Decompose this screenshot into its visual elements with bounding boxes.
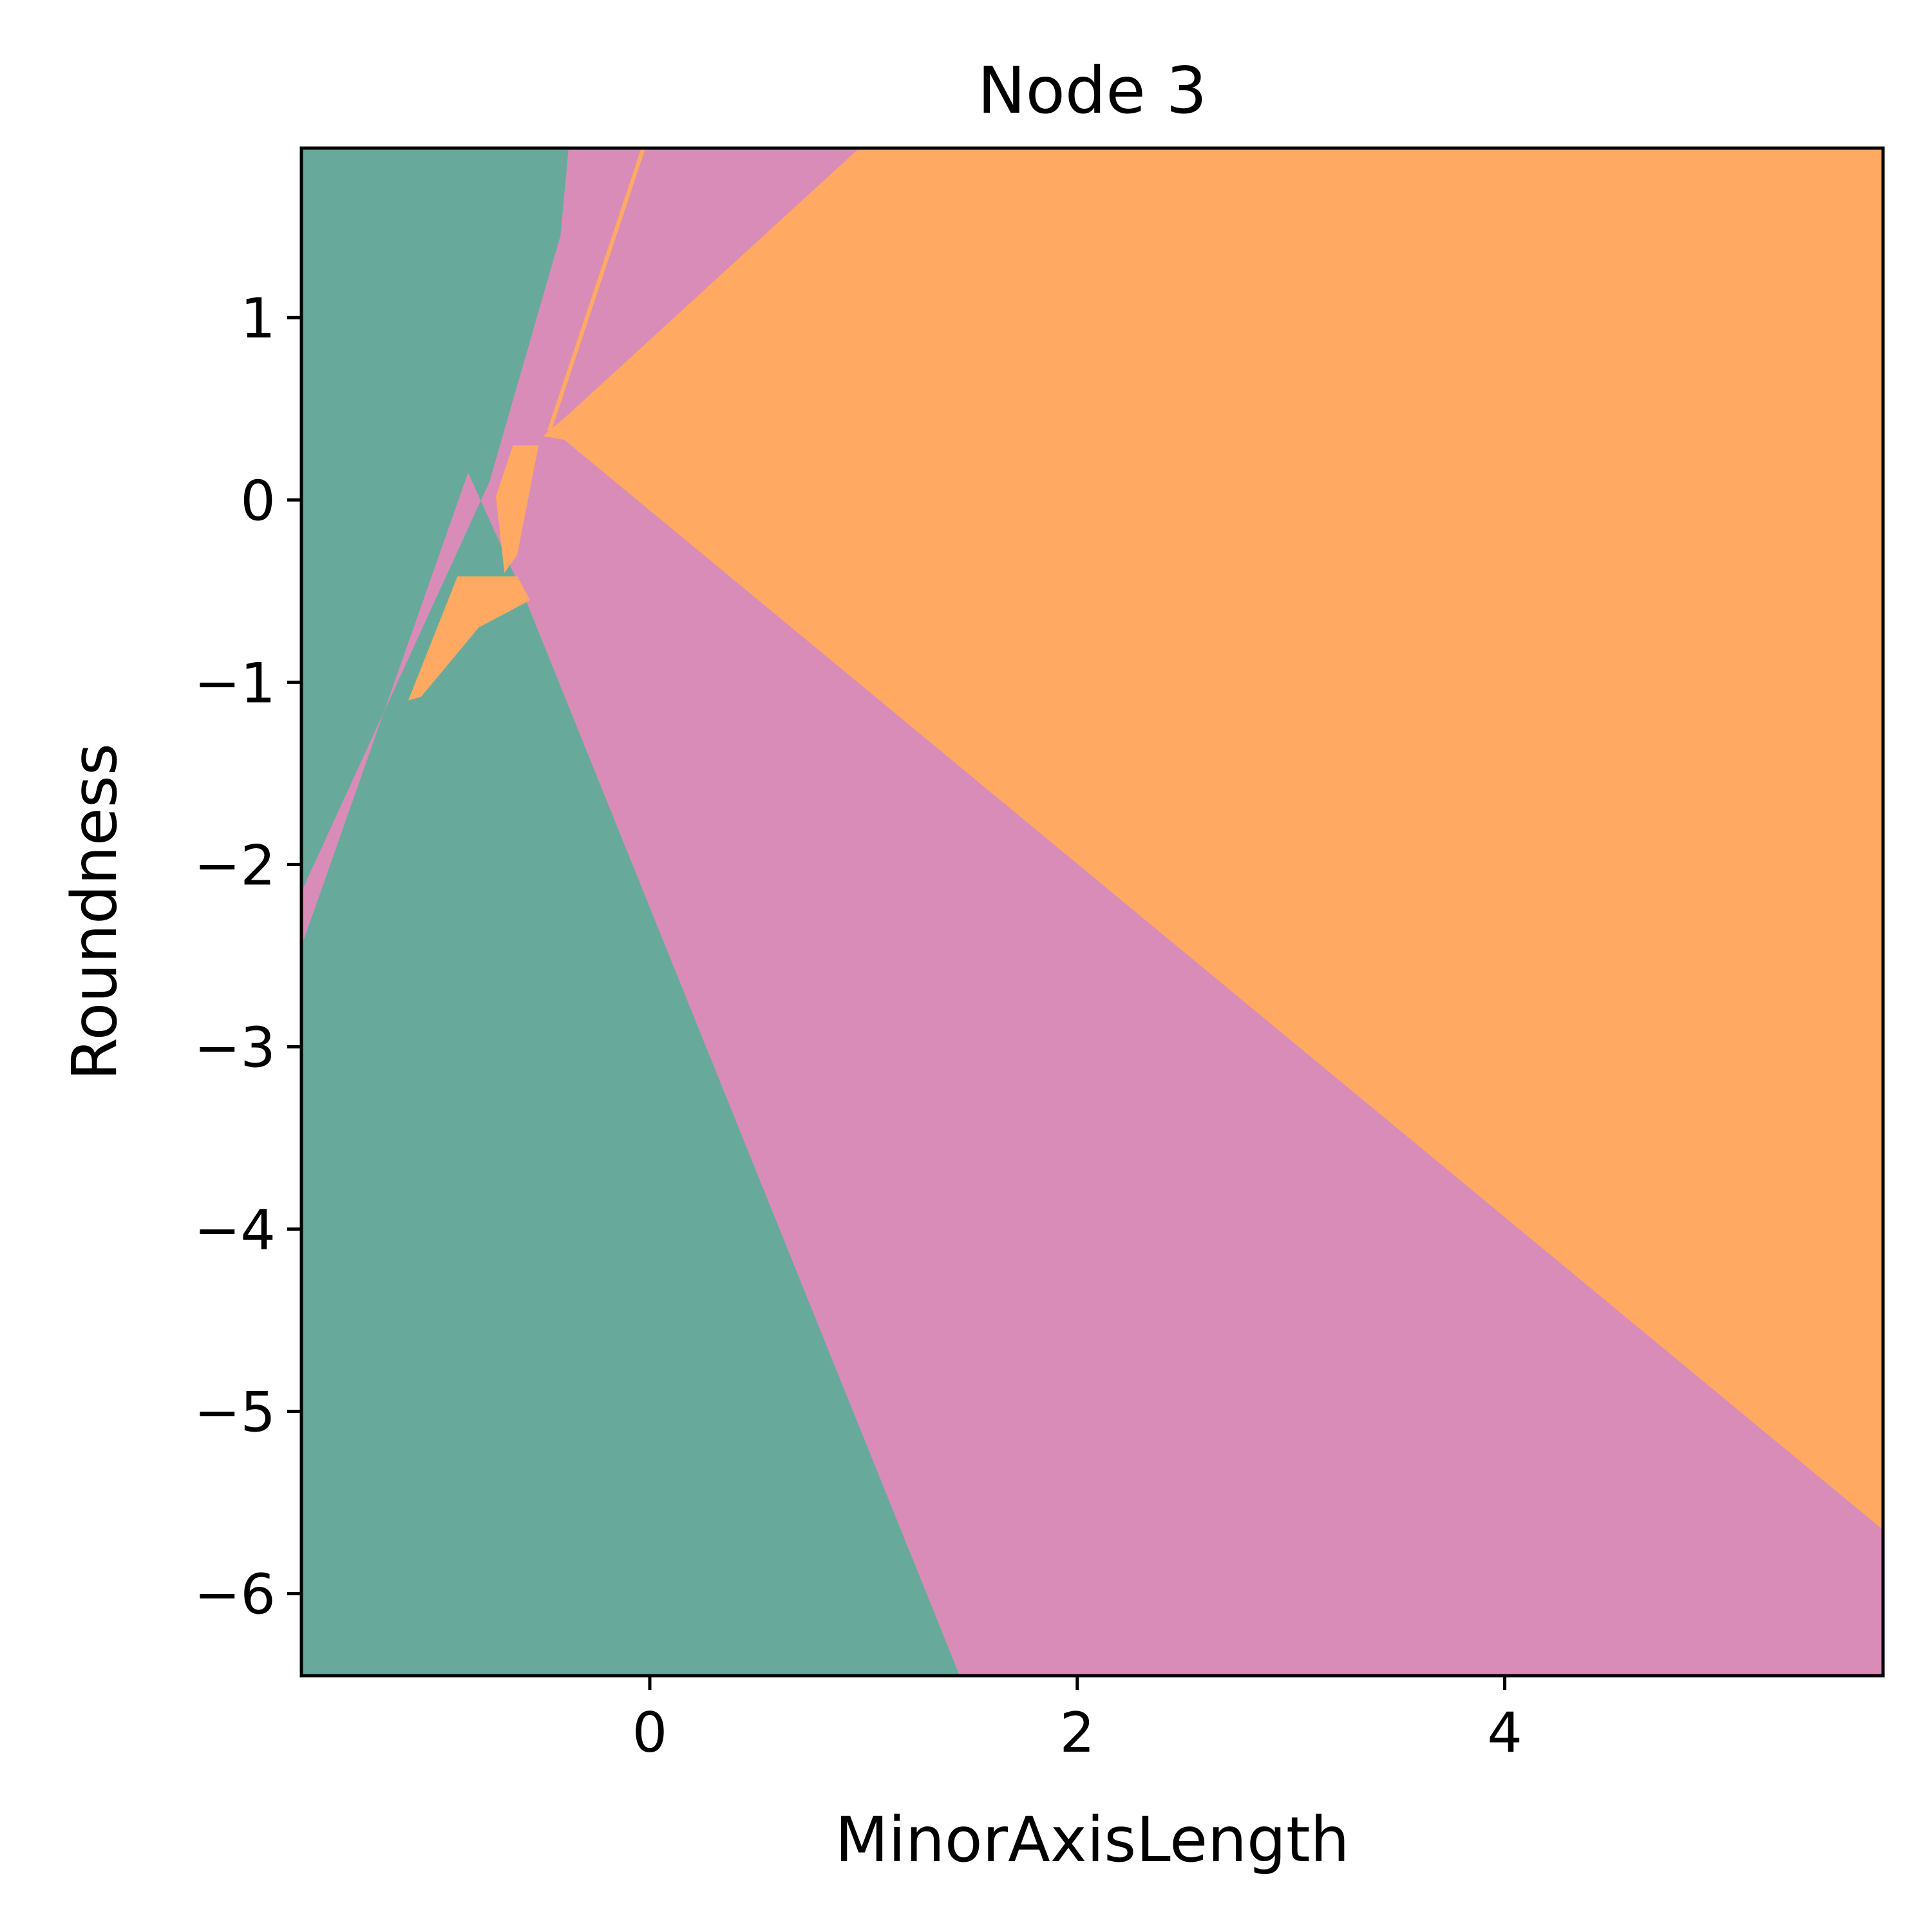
x-tick-label: 0: [632, 1701, 668, 1765]
region-orange-3: [496, 445, 539, 573]
region-orange-4: [408, 576, 531, 701]
y-tick-label: 1: [240, 287, 276, 351]
y-axis-ticks: 1 0 −1 −2 −3 −4 −5 −6: [194, 287, 301, 1627]
decision-regions: [301, 148, 1883, 1676]
region-orange-5: [547, 148, 646, 431]
x-axis-title: MinorAxisLength: [835, 1804, 1350, 1876]
y-tick-label: −5: [194, 1381, 276, 1445]
x-axis-ticks: 0 2 4: [632, 1676, 1522, 1765]
y-tick-label: 0: [240, 469, 276, 533]
y-tick-label: −1: [194, 651, 276, 715]
plot-frame: [299, 146, 1885, 1678]
y-tick-label: −2: [194, 833, 276, 898]
region-orange-1: [543, 148, 1883, 1530]
y-tick-label: −6: [194, 1563, 276, 1627]
y-tick-label: −4: [194, 1198, 276, 1263]
x-tick-label: 2: [1059, 1701, 1095, 1765]
chart-title: Node 3: [978, 53, 1207, 128]
x-tick-label: 4: [1487, 1701, 1522, 1765]
y-tick-label: −3: [194, 1016, 276, 1080]
y-axis-title: Roundness: [59, 743, 131, 1081]
